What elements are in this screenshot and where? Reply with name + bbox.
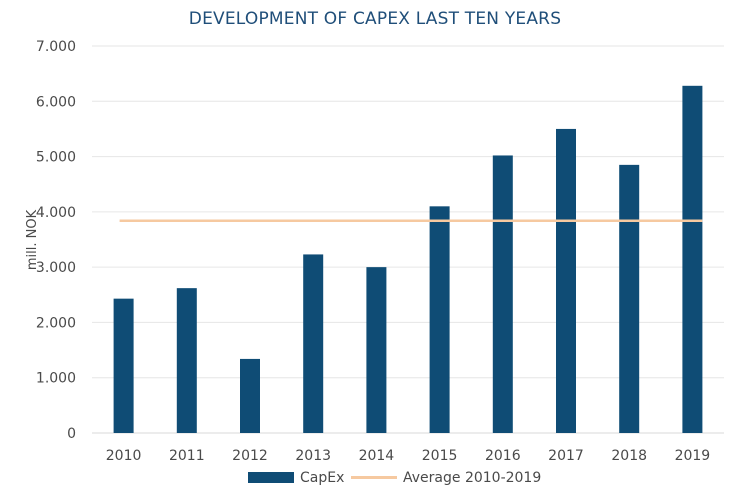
bar-2011 (177, 288, 197, 433)
legend: CapEx Average 2010-2019 (248, 470, 541, 486)
bar-2018 (619, 165, 639, 433)
y-tick-label: 3.000 (36, 260, 76, 276)
bar-2019 (682, 86, 702, 433)
y-tick-label: 4.000 (36, 205, 76, 221)
chart-container: DEVELOPMENT OF CAPEX LAST TEN YEARS mill… (0, 0, 750, 500)
x-tick-label: 2016 (485, 448, 521, 464)
x-tick-label: 2011 (169, 448, 205, 464)
bar-2016 (493, 155, 513, 433)
y-tick-label: 2.000 (36, 315, 76, 331)
bar-2010 (114, 299, 134, 433)
legend-label-average: Average 2010-2019 (403, 470, 541, 486)
y-tick-label: 1.000 (36, 371, 76, 387)
x-tick-label: 2017 (548, 448, 584, 464)
x-tick-label: 2018 (611, 448, 647, 464)
y-tick-label: 6.000 (36, 94, 76, 110)
y-tick-label: 5.000 (36, 150, 76, 166)
bar-2012 (240, 359, 260, 433)
bar-2013 (303, 254, 323, 433)
x-tick-label: 2019 (675, 448, 711, 464)
y-tick-label: 7.000 (36, 39, 76, 55)
x-tick-label: 2010 (106, 448, 142, 464)
capex-bar-chart: DEVELOPMENT OF CAPEX LAST TEN YEARS mill… (0, 0, 750, 500)
y-tick-label: 0 (67, 426, 76, 442)
x-tick-label: 2014 (359, 448, 395, 464)
bar-2014 (366, 267, 386, 433)
x-tick-label: 2015 (422, 448, 458, 464)
legend-swatch-capex (248, 472, 294, 483)
legend-label-capex: CapEx (300, 470, 344, 486)
chart-title: DEVELOPMENT OF CAPEX LAST TEN YEARS (189, 9, 561, 29)
x-tick-label: 2013 (295, 448, 331, 464)
bar-2015 (430, 206, 450, 433)
x-axis-ticks: 2010 2011 2012 2013 2014 2015 2016 2017 2018 2019 (106, 448, 710, 464)
x-tick-label: 2012 (232, 448, 268, 464)
y-axis-ticks: 0 1.000 2.000 3.000 4.000 5.000 6.000 7.000 (36, 39, 76, 442)
bars (114, 86, 703, 433)
bar-2017 (556, 129, 576, 433)
